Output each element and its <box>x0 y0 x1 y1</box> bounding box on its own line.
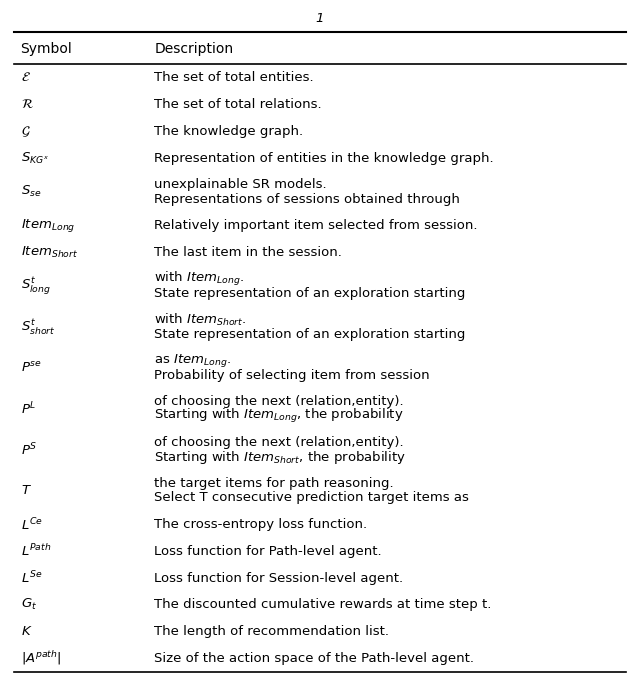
Text: $\mathcal{G}$: $\mathcal{G}$ <box>20 124 30 139</box>
Text: Description: Description <box>154 41 234 56</box>
Text: of choosing the next (relation,entity).: of choosing the next (relation,entity). <box>154 436 404 449</box>
Text: Starting with $Item_{Long}$, the probability: Starting with $Item_{Long}$, the probabi… <box>154 407 404 425</box>
Text: The discounted cumulative rewards at time step t.: The discounted cumulative rewards at tim… <box>154 598 492 611</box>
Text: with $Item_{Short}$.: with $Item_{Short}$. <box>154 312 247 328</box>
Text: The last item in the session.: The last item in the session. <box>154 246 342 259</box>
Text: $|A^{path}|$: $|A^{path}|$ <box>20 649 61 667</box>
Text: $S_{KG^x}$: $S_{KG^x}$ <box>20 150 49 166</box>
Text: State representation of an exploration starting: State representation of an exploration s… <box>154 287 466 300</box>
Text: Probability of selecting item from session: Probability of selecting item from sessi… <box>154 369 430 381</box>
Text: $S_{se}$: $S_{se}$ <box>20 184 41 199</box>
Text: $\mathcal{R}$: $\mathcal{R}$ <box>20 98 33 111</box>
Text: Starting with $Item_{Short}$, the probability: Starting with $Item_{Short}$, the probab… <box>154 449 406 466</box>
Text: $L^{Se}$: $L^{Se}$ <box>20 570 42 586</box>
Text: $S^{t}_{short}$: $S^{t}_{short}$ <box>20 318 55 337</box>
Text: The cross-entropy loss function.: The cross-entropy loss function. <box>154 518 367 531</box>
Text: $G_t$: $G_t$ <box>20 597 36 613</box>
Text: The length of recommendation list.: The length of recommendation list. <box>154 625 389 638</box>
Text: The set of total relations.: The set of total relations. <box>154 98 322 111</box>
Text: as $Item_{Long}$.: as $Item_{Long}$. <box>154 352 232 369</box>
Text: Size of the action space of the Path-level agent.: Size of the action space of the Path-lev… <box>154 652 474 665</box>
Text: State representation of an exploration starting: State representation of an exploration s… <box>154 328 466 341</box>
Text: Loss function for Session-level agent.: Loss function for Session-level agent. <box>154 572 403 585</box>
Text: The knowledge graph.: The knowledge graph. <box>154 125 303 138</box>
Text: The set of total entities.: The set of total entities. <box>154 71 314 84</box>
Text: Representation of entities in the knowledge graph.: Representation of entities in the knowle… <box>154 152 494 165</box>
Text: $Item_{Short}$: $Item_{Short}$ <box>20 245 78 260</box>
Text: $P^{S}$: $P^{S}$ <box>20 441 37 458</box>
Text: Representations of sessions obtained through: Representations of sessions obtained thr… <box>154 192 460 205</box>
Text: Select T consecutive prediction target items as: Select T consecutive prediction target i… <box>154 492 469 505</box>
Text: $Item_{Long}$: $Item_{Long}$ <box>20 217 75 234</box>
Text: $P^{se}$: $P^{se}$ <box>20 361 42 375</box>
Text: Symbol: Symbol <box>20 41 72 56</box>
Text: $P^{L}$: $P^{L}$ <box>20 401 36 418</box>
Text: $L^{Ce}$: $L^{Ce}$ <box>20 516 42 533</box>
Text: of choosing the next (relation,entity).: of choosing the next (relation,entity). <box>154 395 404 408</box>
Text: $K$: $K$ <box>20 625 32 638</box>
Text: $T$: $T$ <box>20 484 31 497</box>
Text: the target items for path reasoning.: the target items for path reasoning. <box>154 477 394 490</box>
Text: $\mathcal{E}$: $\mathcal{E}$ <box>20 71 31 84</box>
Text: unexplainable SR models.: unexplainable SR models. <box>154 178 327 191</box>
Text: $S^{t}_{long}$: $S^{t}_{long}$ <box>20 275 51 297</box>
Text: Relatively important item selected from session.: Relatively important item selected from … <box>154 219 478 233</box>
Text: Loss function for Path-level agent.: Loss function for Path-level agent. <box>154 545 382 558</box>
Text: with $Item_{Long}$.: with $Item_{Long}$. <box>154 270 244 288</box>
Text: $L^{Path}$: $L^{Path}$ <box>20 543 51 559</box>
Text: 1: 1 <box>316 12 324 24</box>
